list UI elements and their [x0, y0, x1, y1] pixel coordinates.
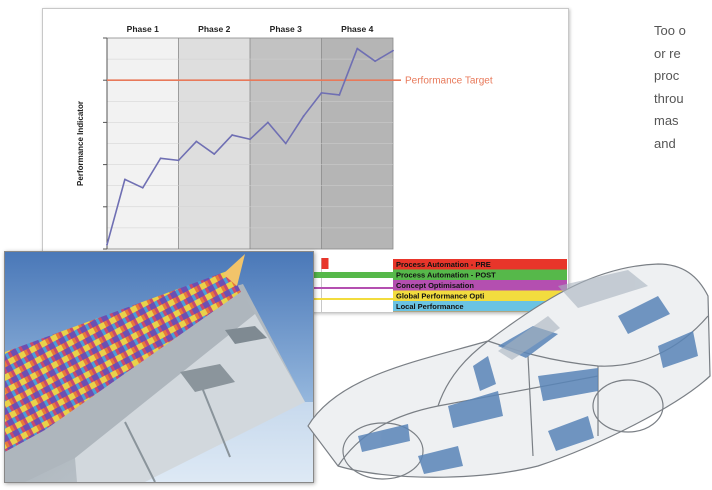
legend-label: Local Performance: [396, 302, 464, 311]
data-point: [249, 138, 251, 141]
legend-bar: [393, 269, 567, 280]
phase-label: Phase 2: [198, 24, 230, 34]
data-point: [141, 186, 144, 189]
side-text-line: and: [654, 135, 676, 151]
data-point: [106, 243, 108, 246]
legend-label: Concept Optimisation: [396, 281, 474, 290]
target-label: Performance Target: [405, 76, 493, 87]
milestone-marker: [321, 258, 329, 269]
legend-bar: [393, 280, 567, 291]
phase-label: Phase 3: [270, 24, 302, 34]
legend-bar: [393, 290, 567, 301]
data-point: [159, 157, 162, 160]
data-point: [374, 60, 377, 63]
data-point: [213, 153, 216, 155]
side-paragraph: Too o or re proc throu mas and: [654, 20, 712, 155]
data-point: [392, 49, 394, 52]
y-axis-label: Performance Indicator: [76, 101, 85, 186]
data-point: [356, 47, 359, 50]
car-structure-illustration: [307, 263, 711, 480]
side-text-line: mas: [654, 113, 679, 128]
legend-bar: [393, 259, 567, 270]
side-text-line: throu: [654, 90, 684, 106]
side-text-line: Too o: [654, 23, 686, 38]
phase-label: Phase 4: [341, 24, 373, 34]
wing-illustration: [5, 252, 313, 482]
aircraft-wing-photo: [4, 251, 314, 483]
legend-label: Process Automation - POST: [396, 271, 496, 280]
data-point: [320, 91, 323, 94]
phase-label: Phase 1: [127, 24, 159, 34]
data-point: [302, 115, 305, 117]
legend-label: Process Automation - PRE: [396, 260, 491, 269]
legend-label: Global Performance Opti: [396, 292, 484, 301]
car-body-render: [298, 256, 712, 485]
side-text-line: proc: [654, 68, 680, 83]
legend-bar: [393, 311, 567, 312]
data-point: [177, 159, 180, 162]
data-point: [284, 142, 287, 145]
data-point: [338, 94, 341, 96]
side-text-line: or re: [654, 45, 681, 61]
data-point: [231, 134, 234, 136]
data-point: [195, 140, 198, 143]
legend-bar: [393, 301, 567, 312]
data-point: [266, 121, 269, 124]
data-point: [123, 178, 126, 181]
